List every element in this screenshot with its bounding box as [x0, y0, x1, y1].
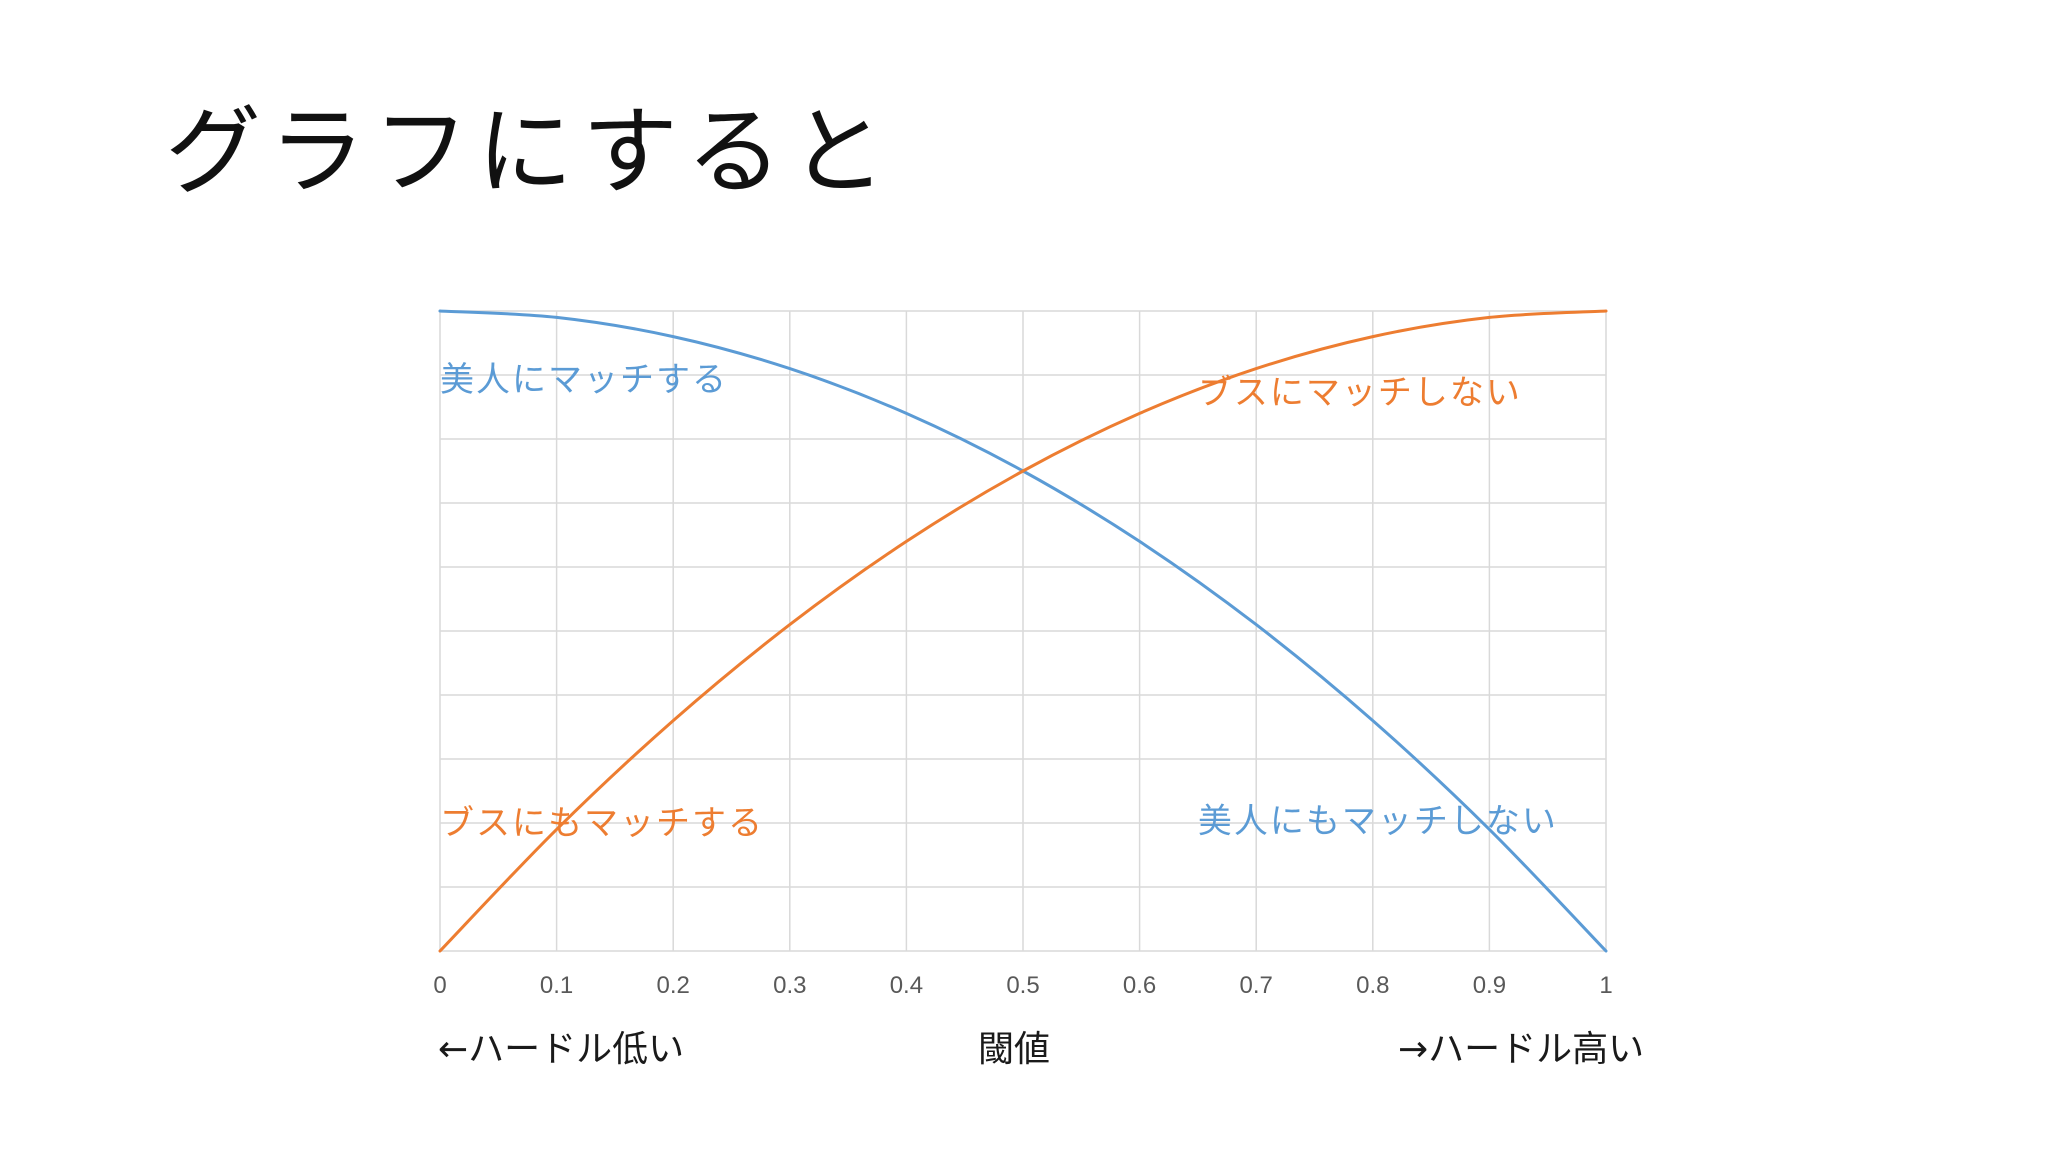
series-annotation-2: ブスにマッチしない — [1198, 373, 1522, 413]
x-tick-label: 0.1 — [540, 972, 573, 999]
x-tick-label: 0.6 — [1123, 972, 1156, 999]
x-tick-label: 0.3 — [773, 972, 806, 999]
x-tick-label: 0 — [433, 972, 446, 999]
page-title: グラフにすると — [165, 96, 894, 208]
chart-grid — [439, 310, 1607, 952]
series-annotation-4: 美人にもマッチしない — [1198, 802, 1558, 842]
high-hurdle-label: →ハードル高い — [1398, 1029, 1645, 1070]
x-axis-ticks: 0 0.1 0.2 0.3 0.4 0.5 0.6 0.7 0.8 0.9 1 — [433, 972, 1612, 999]
series-annotation-1: 美人にマッチする — [440, 360, 728, 400]
series-annotation-3: ブスにもマッチする — [440, 804, 764, 844]
beauty-match-line — [438, 309, 1608, 953]
chart-series — [438, 309, 1608, 953]
x-tick-label: 0.4 — [890, 972, 923, 999]
x-tick-label: 0.7 — [1240, 972, 1273, 999]
ugly-match-line — [438, 309, 1608, 953]
x-tick-label: 0.8 — [1356, 972, 1389, 999]
x-tick-label: 0.2 — [657, 972, 690, 999]
low-hurdle-label: ←ハードル低い — [438, 1029, 685, 1070]
x-tick-label: 0.9 — [1473, 972, 1506, 999]
x-tick-label: 0.5 — [1006, 972, 1039, 999]
x-tick-label: 1 — [1599, 972, 1612, 999]
x-axis-title: 閾値 — [978, 1029, 1051, 1070]
